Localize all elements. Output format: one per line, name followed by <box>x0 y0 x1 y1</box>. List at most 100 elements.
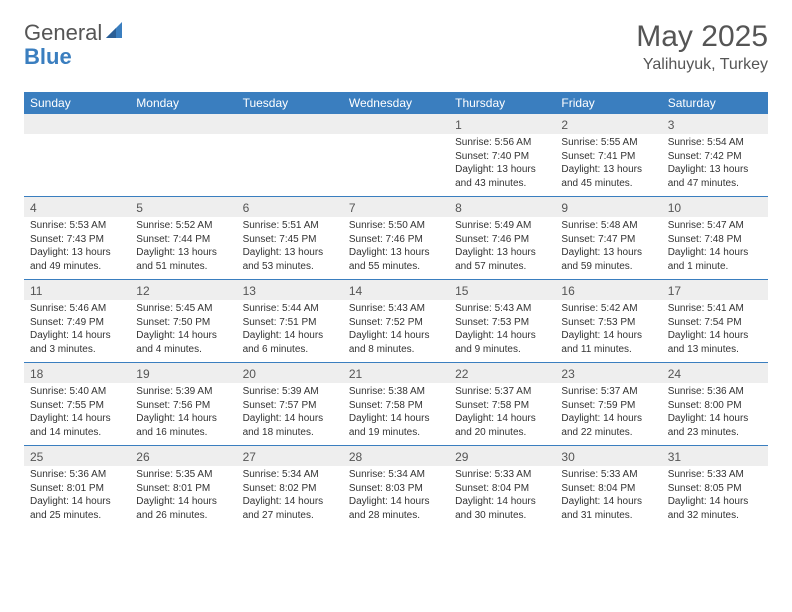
sunrise-text: Sunrise: 5:46 AM <box>30 302 124 316</box>
day-detail: Sunrise: 5:51 AMSunset: 7:45 PMDaylight:… <box>237 217 343 280</box>
sunset-text: Sunset: 8:03 PM <box>349 482 443 496</box>
daylight-text: Daylight: 13 hours and 53 minutes. <box>243 246 337 273</box>
sunset-text: Sunset: 8:05 PM <box>668 482 762 496</box>
day-detail <box>24 134 130 197</box>
day-number: 20 <box>237 363 343 383</box>
day-detail: Sunrise: 5:50 AMSunset: 7:46 PMDaylight:… <box>343 217 449 280</box>
day-header: Saturday <box>662 92 768 114</box>
day-detail: Sunrise: 5:55 AMSunset: 7:41 PMDaylight:… <box>555 134 661 197</box>
day-header: Friday <box>555 92 661 114</box>
sunrise-text: Sunrise: 5:33 AM <box>455 468 549 482</box>
day-number: 8 <box>449 197 555 217</box>
daylight-text: Daylight: 13 hours and 51 minutes. <box>136 246 230 273</box>
day-detail: Sunrise: 5:33 AMSunset: 8:04 PMDaylight:… <box>555 466 661 528</box>
sunrise-text: Sunrise: 5:53 AM <box>30 219 124 233</box>
day-detail: Sunrise: 5:43 AMSunset: 7:53 PMDaylight:… <box>449 300 555 363</box>
day-number: 2 <box>555 114 661 134</box>
sunset-text: Sunset: 8:02 PM <box>243 482 337 496</box>
day-detail: Sunrise: 5:47 AMSunset: 7:48 PMDaylight:… <box>662 217 768 280</box>
sunrise-text: Sunrise: 5:45 AM <box>136 302 230 316</box>
day-number: 30 <box>555 446 661 466</box>
sunrise-text: Sunrise: 5:34 AM <box>243 468 337 482</box>
sunrise-text: Sunrise: 5:50 AM <box>349 219 443 233</box>
day-number: 29 <box>449 446 555 466</box>
sunset-text: Sunset: 7:52 PM <box>349 316 443 330</box>
sunrise-text: Sunrise: 5:52 AM <box>136 219 230 233</box>
day-number: 14 <box>343 280 449 300</box>
daylight-text: Daylight: 13 hours and 57 minutes. <box>455 246 549 273</box>
sunset-text: Sunset: 7:46 PM <box>455 233 549 247</box>
day-number: 31 <box>662 446 768 466</box>
day-number: 13 <box>237 280 343 300</box>
day-detail: Sunrise: 5:33 AMSunset: 8:04 PMDaylight:… <box>449 466 555 528</box>
day-header-row: SundayMondayTuesdayWednesdayThursdayFrid… <box>24 92 768 114</box>
day-number: 22 <box>449 363 555 383</box>
sunset-text: Sunset: 8:01 PM <box>30 482 124 496</box>
day-number: 19 <box>130 363 236 383</box>
day-detail: Sunrise: 5:34 AMSunset: 8:02 PMDaylight:… <box>237 466 343 528</box>
daylight-text: Daylight: 14 hours and 1 minute. <box>668 246 762 273</box>
daylight-text: Daylight: 14 hours and 27 minutes. <box>243 495 337 522</box>
day-number-row: 123 <box>24 114 768 134</box>
day-number-row: 45678910 <box>24 197 768 217</box>
day-number: 17 <box>662 280 768 300</box>
sunrise-text: Sunrise: 5:42 AM <box>561 302 655 316</box>
day-header: Wednesday <box>343 92 449 114</box>
daylight-text: Daylight: 14 hours and 13 minutes. <box>668 329 762 356</box>
sunrise-text: Sunrise: 5:43 AM <box>349 302 443 316</box>
day-detail-row: Sunrise: 5:36 AMSunset: 8:01 PMDaylight:… <box>24 466 768 528</box>
logo: General <box>24 20 128 46</box>
sunrise-text: Sunrise: 5:37 AM <box>455 385 549 399</box>
day-number: 18 <box>24 363 130 383</box>
day-detail-row: Sunrise: 5:46 AMSunset: 7:49 PMDaylight:… <box>24 300 768 363</box>
day-detail: Sunrise: 5:42 AMSunset: 7:53 PMDaylight:… <box>555 300 661 363</box>
daylight-text: Daylight: 14 hours and 28 minutes. <box>349 495 443 522</box>
daylight-text: Daylight: 14 hours and 22 minutes. <box>561 412 655 439</box>
sunset-text: Sunset: 7:57 PM <box>243 399 337 413</box>
sunrise-text: Sunrise: 5:33 AM <box>668 468 762 482</box>
sunrise-text: Sunrise: 5:36 AM <box>668 385 762 399</box>
sunset-text: Sunset: 8:00 PM <box>668 399 762 413</box>
daylight-text: Daylight: 14 hours and 8 minutes. <box>349 329 443 356</box>
day-number: 3 <box>662 114 768 134</box>
day-number: 26 <box>130 446 236 466</box>
day-number: 27 <box>237 446 343 466</box>
daylight-text: Daylight: 14 hours and 32 minutes. <box>668 495 762 522</box>
sunrise-text: Sunrise: 5:33 AM <box>561 468 655 482</box>
sunrise-text: Sunrise: 5:44 AM <box>243 302 337 316</box>
sunset-text: Sunset: 7:46 PM <box>349 233 443 247</box>
day-detail: Sunrise: 5:35 AMSunset: 8:01 PMDaylight:… <box>130 466 236 528</box>
daylight-text: Daylight: 14 hours and 25 minutes. <box>30 495 124 522</box>
day-detail: Sunrise: 5:37 AMSunset: 7:58 PMDaylight:… <box>449 383 555 446</box>
sunset-text: Sunset: 7:41 PM <box>561 150 655 164</box>
sunset-text: Sunset: 7:55 PM <box>30 399 124 413</box>
sunrise-text: Sunrise: 5:37 AM <box>561 385 655 399</box>
daylight-text: Daylight: 14 hours and 14 minutes. <box>30 412 124 439</box>
sunrise-text: Sunrise: 5:41 AM <box>668 302 762 316</box>
sunset-text: Sunset: 7:40 PM <box>455 150 549 164</box>
day-detail: Sunrise: 5:52 AMSunset: 7:44 PMDaylight:… <box>130 217 236 280</box>
day-detail <box>237 134 343 197</box>
day-number: 10 <box>662 197 768 217</box>
daylight-text: Daylight: 14 hours and 18 minutes. <box>243 412 337 439</box>
day-number: 9 <box>555 197 661 217</box>
daylight-text: Daylight: 14 hours and 3 minutes. <box>30 329 124 356</box>
sunset-text: Sunset: 7:43 PM <box>30 233 124 247</box>
sunrise-text: Sunrise: 5:47 AM <box>668 219 762 233</box>
day-detail: Sunrise: 5:53 AMSunset: 7:43 PMDaylight:… <box>24 217 130 280</box>
sunrise-text: Sunrise: 5:55 AM <box>561 136 655 150</box>
daylight-text: Daylight: 13 hours and 45 minutes. <box>561 163 655 190</box>
day-detail: Sunrise: 5:43 AMSunset: 7:52 PMDaylight:… <box>343 300 449 363</box>
day-detail: Sunrise: 5:46 AMSunset: 7:49 PMDaylight:… <box>24 300 130 363</box>
day-header: Thursday <box>449 92 555 114</box>
day-number <box>343 114 449 134</box>
day-detail: Sunrise: 5:56 AMSunset: 7:40 PMDaylight:… <box>449 134 555 197</box>
sunrise-text: Sunrise: 5:39 AM <box>136 385 230 399</box>
sunrise-text: Sunrise: 5:36 AM <box>30 468 124 482</box>
day-detail: Sunrise: 5:45 AMSunset: 7:50 PMDaylight:… <box>130 300 236 363</box>
day-number: 24 <box>662 363 768 383</box>
sunset-text: Sunset: 7:45 PM <box>243 233 337 247</box>
day-detail-row: Sunrise: 5:40 AMSunset: 7:55 PMDaylight:… <box>24 383 768 446</box>
sunset-text: Sunset: 7:44 PM <box>136 233 230 247</box>
day-number: 15 <box>449 280 555 300</box>
